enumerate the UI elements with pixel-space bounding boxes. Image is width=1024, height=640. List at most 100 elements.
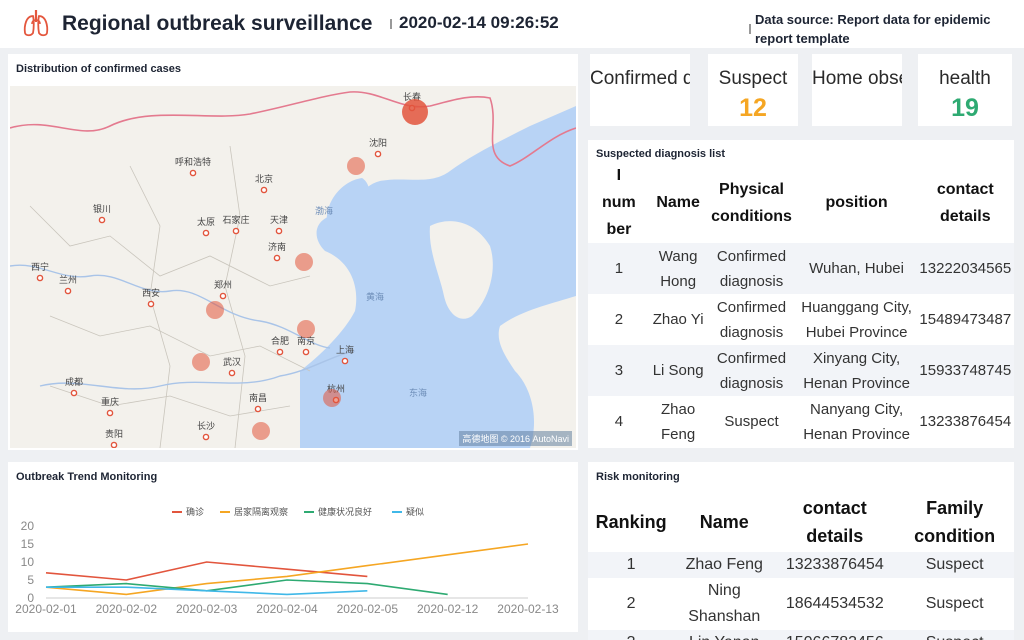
map-city[interactable]: 成都 — [65, 376, 83, 397]
map-city-label: 合肥 — [271, 335, 289, 347]
cell: Xinyang City, Henan Province — [796, 345, 917, 396]
map-city-label: 西宁 — [31, 261, 49, 273]
y-tick-label: 5 — [27, 573, 34, 587]
stat-home-observation: Home observation — [812, 54, 902, 126]
map[interactable]: 长春 沈阳 呼和浩特 北京 银川 太原 石家庄 天津 济南 西宁 兰州 郑州 西安 合肥 南京 上海 武汉 成都重… — [10, 86, 576, 448]
map-city[interactable]: 呼和浩特 — [175, 156, 211, 177]
legend-label: 疑似 — [406, 507, 424, 518]
map-city[interactable]: 石家庄 — [222, 214, 250, 235]
map-city[interactable]: 南京 — [297, 335, 315, 356]
map-city[interactable]: 银川 — [93, 203, 111, 224]
table-row[interactable]: 2 Ning Shanshan 18644534532 Suspect — [588, 578, 1014, 630]
table-row[interactable]: 3 Li Song Confirmed diagnosis Xinyang Ci… — [588, 345, 1014, 396]
map-city-label: 成都 — [65, 376, 83, 388]
map-city-label: 济南 — [268, 241, 286, 253]
map-city-label: 呼和浩特 — [175, 156, 211, 168]
series-line[interactable] — [45, 561, 368, 581]
map-city-label: 武汉 — [223, 356, 241, 368]
map-city[interactable]: 济南 — [268, 241, 286, 262]
map-city[interactable]: 西安 — [142, 287, 160, 308]
map-city[interactable]: 天津 — [270, 215, 288, 235]
table-row[interactable]: 3 Lin Yanan 15066783456 Suspect — [588, 630, 1014, 640]
cell: 15489473487 — [919, 311, 1012, 328]
map-city[interactable]: 合肥 — [271, 335, 289, 356]
case-bubble[interactable] — [323, 389, 341, 407]
x-tick-label: 2020-02-04 — [256, 602, 318, 616]
header: Regional outbreak surveillance 2020-02-1… — [0, 0, 1024, 48]
case-bubble[interactable] — [252, 422, 270, 440]
case-bubble[interactable] — [297, 320, 315, 338]
map-panel-title: Distribution of confirmed cases — [16, 63, 182, 75]
legend-label: 健康状况良好 — [318, 506, 372, 518]
province-line — [224, 145, 246, 448]
trend-panel: Outbreak Trend Monitoring 0 5 10 15 20 2020-0… — [8, 462, 578, 632]
map-sea-label: 东海 — [409, 387, 427, 399]
map-city[interactable]: 长沙 — [197, 420, 215, 441]
map-city[interactable]: 西宁 — [31, 261, 49, 282]
trend-panel-title: Outbreak Trend Monitoring — [16, 471, 158, 483]
column-header: Physical conditions — [711, 180, 792, 225]
map-city-label: 太原 — [197, 216, 215, 228]
cell: 2 — [626, 595, 636, 612]
series-line[interactable] — [45, 579, 448, 596]
map-city[interactable]: 上海 — [336, 344, 354, 365]
stat-confirmed: Confirmed diagnosis — [590, 54, 690, 126]
stat-health: health 19 — [918, 54, 1012, 126]
border-line — [10, 91, 576, 167]
legend-item[interactable]: 确诊 — [172, 506, 204, 518]
column-header: position — [825, 194, 888, 211]
cell: Zhao Feng — [674, 552, 775, 578]
map-sea-label: 黄海 — [366, 291, 384, 303]
map-city[interactable]: 武汉 — [223, 356, 241, 377]
case-bubble[interactable] — [402, 99, 428, 125]
case-bubble[interactable] — [192, 353, 210, 371]
stat-label: health — [939, 68, 991, 89]
app-title: Regional outbreak surveillance — [62, 12, 373, 35]
legend-label: 确诊 — [186, 506, 204, 518]
cell: 1 — [588, 552, 675, 578]
map-city[interactable]: 沈阳 — [369, 137, 387, 158]
table-row[interactable]: 1 Zhao Feng 13233876454 Suspect — [588, 552, 1014, 578]
map-panel: Distribution of confirmed cases 长春 沈阳 呼和浩特… — [8, 54, 578, 450]
cell: Ning Shanshan — [688, 582, 761, 625]
map-city-label: 北京 — [255, 173, 273, 185]
cell: Zhao Feng — [661, 400, 696, 443]
legend-item[interactable]: 疑似 — [392, 507, 424, 518]
map-city[interactable]: 南昌 — [249, 392, 267, 413]
case-bubble[interactable] — [347, 157, 365, 175]
map-city-label: 贵阳 — [105, 428, 123, 440]
series-line[interactable] — [46, 586, 368, 596]
cell: Suspect — [724, 413, 779, 430]
river — [39, 350, 356, 390]
map-city-label: 西安 — [142, 287, 160, 299]
map-city[interactable]: 兰州 — [59, 274, 77, 295]
series-line[interactable] — [45, 543, 529, 596]
map-city[interactable]: 太原 — [197, 216, 215, 237]
case-bubble[interactable] — [206, 301, 224, 319]
map-city-label: 南京 — [297, 335, 315, 347]
y-tick-label: 20 — [21, 519, 35, 533]
cell: 13233876454 — [774, 552, 896, 578]
table-row[interactable]: 4 Zhao Feng Suspect Nanyang City, Henan … — [588, 396, 1014, 447]
province-line — [49, 315, 311, 372]
cell: 15933748745 — [916, 345, 1014, 396]
map-city[interactable]: 郑州 — [214, 279, 232, 300]
table-row[interactable]: 2 Zhao Yi Confirmed diagnosis Huanggang … — [588, 294, 1014, 345]
lungs-icon — [23, 10, 49, 37]
case-bubble[interactable] — [295, 253, 313, 271]
x-tick-label: 2020-02-13 — [497, 602, 559, 616]
map-city[interactable]: 重庆 — [101, 396, 119, 417]
cell: 3 — [588, 630, 675, 640]
province-line — [29, 205, 311, 287]
trend-chart: 0 5 10 15 20 2020-02-01 2020-02-02 2020-02-03 20… — [15, 506, 559, 616]
map-city[interactable]: 北京 — [255, 173, 273, 194]
legend-item[interactable]: 健康状况良好 — [304, 506, 372, 518]
map-city[interactable]: 贵阳 — [105, 428, 123, 448]
stat-label: Suspect — [718, 68, 788, 89]
map-city-label: 石家庄 — [222, 214, 249, 226]
legend-item[interactable]: 居家隔离观察 — [220, 506, 288, 518]
map-city-label: 长沙 — [197, 420, 215, 432]
table-row[interactable]: 1 Wang Hong Confirmed diagnosis Wuhan, H… — [588, 243, 1014, 294]
map-city-label: 上海 — [336, 344, 354, 356]
